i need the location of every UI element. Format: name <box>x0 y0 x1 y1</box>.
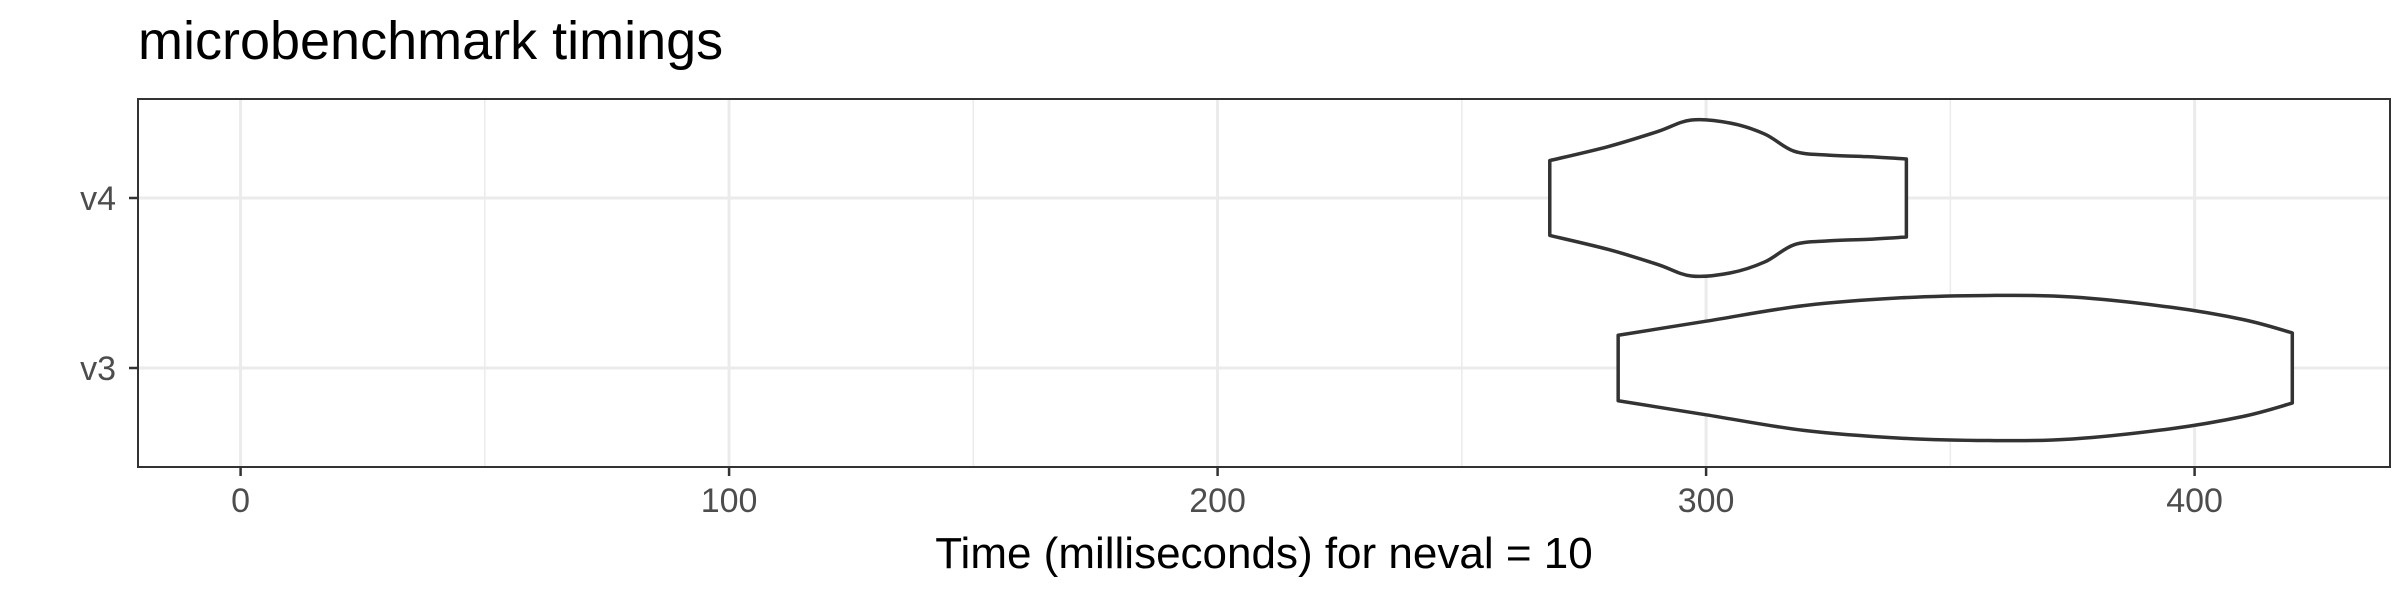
violin-v3 <box>1616 293 2295 443</box>
axis-layer: 0 100 200 300 400 v4 v3 <box>80 180 2223 520</box>
y-tick-label: v3 <box>80 350 116 388</box>
x-tick-label: 300 <box>1678 482 1735 520</box>
x-axis-title: Time (milliseconds) for neval = 10 <box>935 529 1592 578</box>
x-tick-label: 400 <box>2166 482 2223 520</box>
chart-title: microbenchmark timings <box>138 11 724 71</box>
violin-layer <box>1548 117 2295 443</box>
x-tick-label: 200 <box>1189 482 1246 520</box>
x-tick-label: 0 <box>231 482 250 520</box>
y-tick-label: v4 <box>80 180 116 218</box>
violin-v4 <box>1548 117 1909 279</box>
panel-border <box>137 98 2391 468</box>
x-tick-label: 100 <box>701 482 758 520</box>
